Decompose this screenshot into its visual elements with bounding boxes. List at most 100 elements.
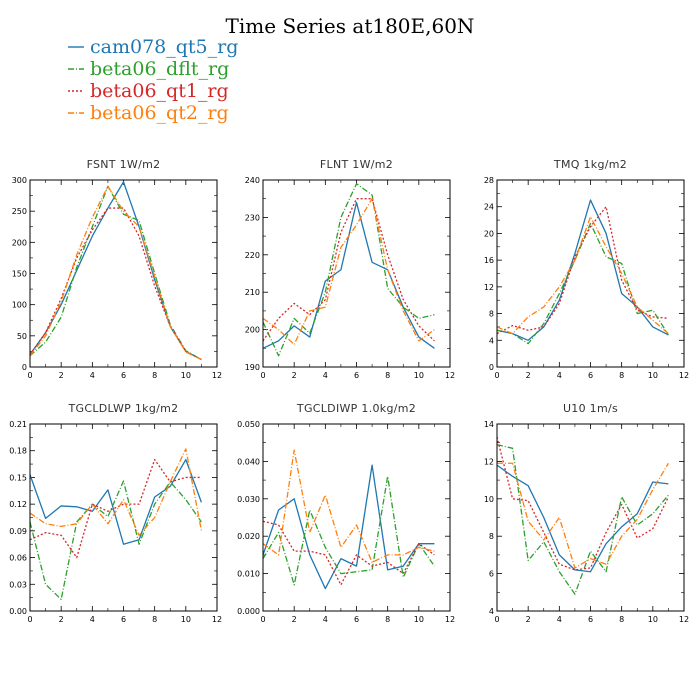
series-line-beta06-dflt-rg [29,480,202,601]
y-tick-label: 0.21 [9,420,27,429]
x-tick-label: 8 [385,615,390,624]
series-line-beta06-qt2-rg [29,448,203,536]
x-tick-label: 6 [121,615,126,624]
y-tick-label: 8 [489,310,494,319]
chart-panel: U10 1m/s 0 2 4 6 8 10 12 4 6 8 10 12 14 [484,402,689,624]
plot-frame [496,179,685,368]
x-tick-label: 12 [679,615,689,624]
y-tick-label: 250 [12,207,27,216]
y-tick-label: 210 [245,288,260,297]
y-tick-label: 0.000 [237,607,260,616]
figure-title: Time Series at180E,60N [226,14,475,38]
x-tick-label: 2 [526,615,531,624]
x-tick-label: 0 [260,371,265,380]
x-tick-label: 6 [588,615,593,624]
y-tick-label: 10 [484,495,494,504]
y-tick-label: 100 [12,301,27,310]
series-line-beta06-dflt-rg [262,183,435,357]
legend-entry: beta06_qt1_rg [90,80,229,102]
y-tick-label: 0.040 [237,457,260,466]
x-tick-label: 0 [27,371,32,380]
y-tick-label: 4 [489,336,494,345]
x-tick-label: 10 [181,371,191,380]
x-tick-label: 6 [121,371,126,380]
plot-frame [262,423,451,612]
y-tick-label: 0.00 [9,607,27,616]
plot-frame [29,423,218,612]
x-tick-label: 2 [59,615,64,624]
x-tick-label: 2 [292,371,297,380]
series-line-beta06-qt1-rg [29,207,202,361]
plot-frame [29,179,218,368]
panel-title: FLNT 1W/m2 [320,158,393,171]
series-line-beta06-qt1-rg [496,206,669,335]
series-line-beta06-dflt-rg [262,475,435,586]
x-tick-label: 8 [619,371,624,380]
y-tick-label: 12 [484,457,494,466]
x-tick-label: 12 [445,371,455,380]
series-line-beta06-qt2-rg [29,185,202,361]
series-line-beta06-qt1-rg [262,520,435,586]
series-line-beta06-qt2-rg [262,198,435,346]
x-tick-label: 4 [557,615,562,624]
x-tick-label: 8 [152,371,157,380]
y-tick-label: 190 [245,363,260,372]
legend-entry: beta06_dflt_rg [90,58,229,80]
x-tick-label: 4 [323,615,328,624]
x-tick-label: 6 [354,371,359,380]
x-tick-label: 4 [90,615,95,624]
x-tick-label: 12 [679,371,689,380]
legend-entry: cam078_qt5_rg [90,36,238,58]
chart-panel: FLNT 1W/m2 0 2 4 6 8 10 12 190 200 210 220 230 240 [245,158,455,380]
y-tick-label: 20 [484,229,494,238]
x-tick-label: 8 [619,615,624,624]
series-line-beta06-dflt-rg [496,222,669,345]
chart-panels: FSNT 1W/m20 2 4 6 8 10 12050100150200250300FLN… [9,158,689,624]
x-tick-label: 10 [648,615,658,624]
legend: cam078_qt5_rgbeta06_dflt_rgbeta06_qt1_rg… [68,36,238,124]
y-tick-label: 230 [245,213,260,222]
x-tick-label: 0 [494,371,499,380]
y-tick-label: 0.020 [237,532,260,541]
series-line-cam078-qt5-rg [496,199,669,341]
y-tick-label: 0.010 [237,570,260,579]
plot-frame [262,179,451,368]
y-tick-label: 0.06 [9,554,27,563]
series-line-cam078-qt5-rg [29,458,203,545]
x-tick-label: 2 [292,615,297,624]
panel-title: U10 1m/s [563,402,618,415]
y-tick-label: 0 [22,363,27,372]
series-line-cam078-qt5-rg [496,464,669,573]
x-tick-label: 10 [414,615,424,624]
chart-panel: TGCLDLWP 1kg/m2 0 2 4 6 8 10 12 0.00 0.03 0.06 0.09… [9,402,222,624]
plot-frame [496,423,685,612]
y-tick-label: 200 [12,238,27,247]
x-tick-label: 12 [212,615,222,624]
series-line-beta06-qt1-rg [29,458,202,559]
x-tick-label: 4 [323,371,328,380]
y-tick-label: 6 [489,570,494,579]
series-line-beta06-dflt-rg [29,185,202,361]
y-tick-label: 50 [17,332,27,341]
panel-title: TMQ 1kg/m2 [553,158,627,171]
series-line-cam078-qt5-rg [262,464,435,590]
series-line-beta06-qt2-rg [262,449,435,564]
x-tick-label: 10 [414,371,424,380]
panel-title: TGCLDIWP 1.0kg/m2 [296,402,416,415]
series-line-beta06-qt1-rg [496,436,670,571]
y-tick-label: 0.15 [9,473,27,482]
chart-panel: FSNT 1W/m2 0 2 4 6 8 10 12 0 50 100 150 200 250 300 [12,158,222,380]
y-tick-label: 240 [245,176,260,185]
legend-entry: beta06_qt2_rg [90,102,229,124]
series-line-beta06-qt1-rg [262,198,435,342]
x-tick-label: 4 [557,371,562,380]
y-tick-label: 150 [12,270,27,279]
y-tick-label: 4 [489,607,494,616]
y-tick-label: 0.050 [237,420,260,429]
x-tick-label: 0 [260,615,265,624]
y-tick-label: 12 [484,283,494,292]
x-tick-label: 2 [526,371,531,380]
y-tick-label: 200 [245,326,260,335]
x-tick-label: 6 [354,615,359,624]
